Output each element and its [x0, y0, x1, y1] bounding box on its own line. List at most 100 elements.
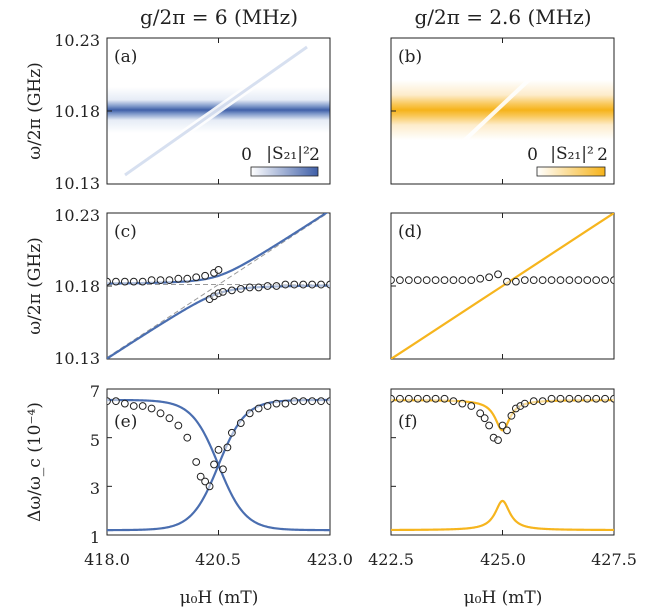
data-point [174, 274, 183, 283]
tick-e-y-1: 1 [90, 528, 100, 547]
data-point [440, 276, 449, 285]
data-point [138, 277, 147, 286]
cavity-band-b [391, 80, 614, 140]
data-point [214, 266, 223, 274]
data-point [120, 277, 129, 286]
data-point [413, 276, 422, 285]
tick-c-y-top: 10.23 [54, 206, 100, 225]
data-point [467, 402, 476, 410]
data-point [183, 433, 192, 442]
data-point [583, 276, 592, 285]
data-point [529, 276, 538, 285]
data-point [317, 280, 325, 289]
data-point [272, 399, 281, 408]
data-point [138, 402, 147, 410]
data-point [422, 276, 431, 285]
data-point [547, 394, 556, 403]
data-point [236, 285, 245, 293]
panel-b [391, 38, 614, 184]
data-point [610, 276, 614, 285]
data-point [156, 276, 165, 285]
colorbar-a: |S₂₁|² 0 2 [241, 144, 320, 177]
data-point [511, 277, 520, 286]
data-point [205, 482, 214, 491]
data-point [192, 458, 201, 466]
data-point [601, 276, 609, 285]
tick-c-y-bot: 10.13 [54, 349, 100, 368]
data-point [520, 399, 529, 408]
tick-e-y-5: 5 [90, 431, 100, 450]
data-point [156, 409, 165, 418]
data-point [529, 397, 538, 406]
data-point [147, 276, 156, 285]
data-point [227, 286, 236, 295]
data-point [290, 280, 299, 289]
data-point [498, 421, 507, 430]
data-point [219, 287, 227, 296]
tick-a-y-mid: 10.18 [54, 102, 100, 121]
data-point [165, 414, 174, 423]
data-point [404, 394, 413, 403]
data-point [129, 402, 138, 410]
magnon-asymptote-c [107, 213, 329, 358]
colorbar-a-title: |S₂₁|² [266, 144, 310, 164]
data-point [174, 421, 183, 430]
data-point [308, 397, 317, 406]
data-point [281, 280, 290, 289]
data-point [574, 394, 583, 403]
data-point [308, 280, 317, 289]
data-point [299, 280, 308, 289]
data-point [601, 394, 609, 403]
data-point [520, 276, 529, 285]
data-point [245, 409, 254, 418]
colorbar-b: |S₂₁|² 0 2 [527, 144, 608, 177]
plot-c [107, 213, 330, 359]
plot-f [391, 394, 614, 532]
data-point [129, 277, 138, 286]
data-point [565, 394, 574, 403]
data-point [413, 394, 422, 403]
data-point [494, 436, 502, 445]
data-point [396, 394, 404, 403]
data-point [391, 394, 395, 403]
tick-f-x-1: 425.0 [480, 550, 526, 569]
data-point [272, 282, 281, 290]
data-point [485, 273, 494, 282]
tick-e-x-0: 418.0 [84, 550, 130, 569]
tick-f-x-2: 427.5 [591, 550, 637, 569]
colorbar-b-title: |S₂₁|² [550, 144, 594, 164]
tick-a-y-top: 10.23 [54, 31, 100, 50]
colorbar-b-min: 0 [527, 145, 538, 165]
y-label-row3: Δω/ω_c (10⁻⁴) [25, 402, 45, 522]
data-point [547, 276, 556, 285]
column-title-right: g/2π = 2.6 (MHz) [414, 5, 591, 29]
data-point [431, 276, 440, 285]
data-point [494, 270, 502, 279]
data-point [404, 276, 413, 285]
linewidth-fit-peak [391, 499, 614, 532]
data-point [422, 394, 431, 403]
data-point [183, 274, 192, 283]
data-point [538, 276, 547, 285]
data-point [458, 276, 467, 285]
data-point [476, 409, 485, 418]
data-point [592, 394, 601, 403]
data-point [485, 421, 494, 430]
data-point [201, 477, 210, 486]
data-point [440, 394, 449, 403]
tick-a-y-bot: 10.13 [54, 174, 100, 193]
tick-f-x-0: 422.5 [368, 550, 414, 569]
data-point [538, 397, 547, 406]
data-point [281, 399, 290, 408]
data-point [107, 277, 111, 286]
tick-e-x-2: 423.0 [307, 550, 353, 569]
data-point [467, 276, 476, 285]
data-point [263, 282, 272, 290]
tick-e-y-7: 7 [90, 382, 100, 401]
x-label-right: μ₀H (mT) [464, 588, 543, 608]
data-point [299, 397, 308, 406]
data-point [565, 276, 574, 285]
y-label-row1: ω/2π (GHz) [25, 62, 45, 160]
plot-d [391, 213, 614, 359]
